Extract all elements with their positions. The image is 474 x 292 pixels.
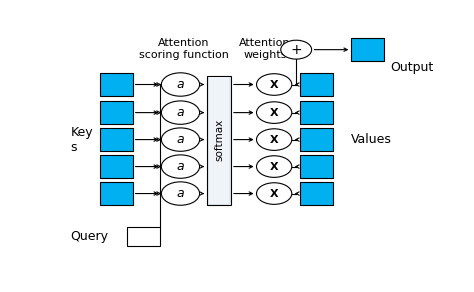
Text: Attention
scoring function: Attention scoring function: [139, 39, 229, 60]
FancyBboxPatch shape: [207, 76, 231, 205]
Text: softmax: softmax: [214, 119, 224, 161]
Text: X: X: [270, 135, 278, 145]
Circle shape: [161, 101, 200, 124]
FancyBboxPatch shape: [100, 101, 133, 124]
Circle shape: [256, 156, 292, 177]
Text: X: X: [270, 161, 278, 172]
Text: X: X: [270, 108, 278, 118]
Text: a: a: [177, 160, 184, 173]
FancyBboxPatch shape: [300, 182, 333, 205]
Text: a: a: [177, 133, 184, 146]
Text: Values: Values: [351, 133, 392, 146]
FancyBboxPatch shape: [300, 128, 333, 151]
Circle shape: [281, 40, 311, 59]
Text: +: +: [291, 43, 302, 57]
FancyBboxPatch shape: [300, 73, 333, 96]
FancyBboxPatch shape: [127, 227, 160, 246]
Circle shape: [256, 74, 292, 95]
FancyBboxPatch shape: [300, 101, 333, 124]
FancyBboxPatch shape: [100, 182, 133, 205]
FancyBboxPatch shape: [351, 39, 384, 61]
Text: a: a: [177, 78, 184, 91]
Circle shape: [256, 183, 292, 204]
Text: Query: Query: [70, 230, 108, 243]
Circle shape: [161, 73, 200, 96]
Text: a: a: [177, 187, 184, 200]
Circle shape: [256, 129, 292, 150]
FancyBboxPatch shape: [100, 128, 133, 151]
FancyBboxPatch shape: [100, 73, 133, 96]
Text: X: X: [270, 189, 278, 199]
Circle shape: [161, 128, 200, 151]
FancyBboxPatch shape: [209, 77, 229, 204]
Text: X: X: [270, 79, 278, 90]
Text: Key
s: Key s: [70, 126, 93, 154]
Text: Output: Output: [390, 61, 433, 74]
Text: a: a: [177, 106, 184, 119]
Circle shape: [161, 155, 200, 178]
FancyBboxPatch shape: [100, 155, 133, 178]
FancyBboxPatch shape: [300, 155, 333, 178]
Circle shape: [161, 182, 200, 205]
Circle shape: [256, 102, 292, 124]
Text: Attention
weights: Attention weights: [239, 39, 291, 60]
